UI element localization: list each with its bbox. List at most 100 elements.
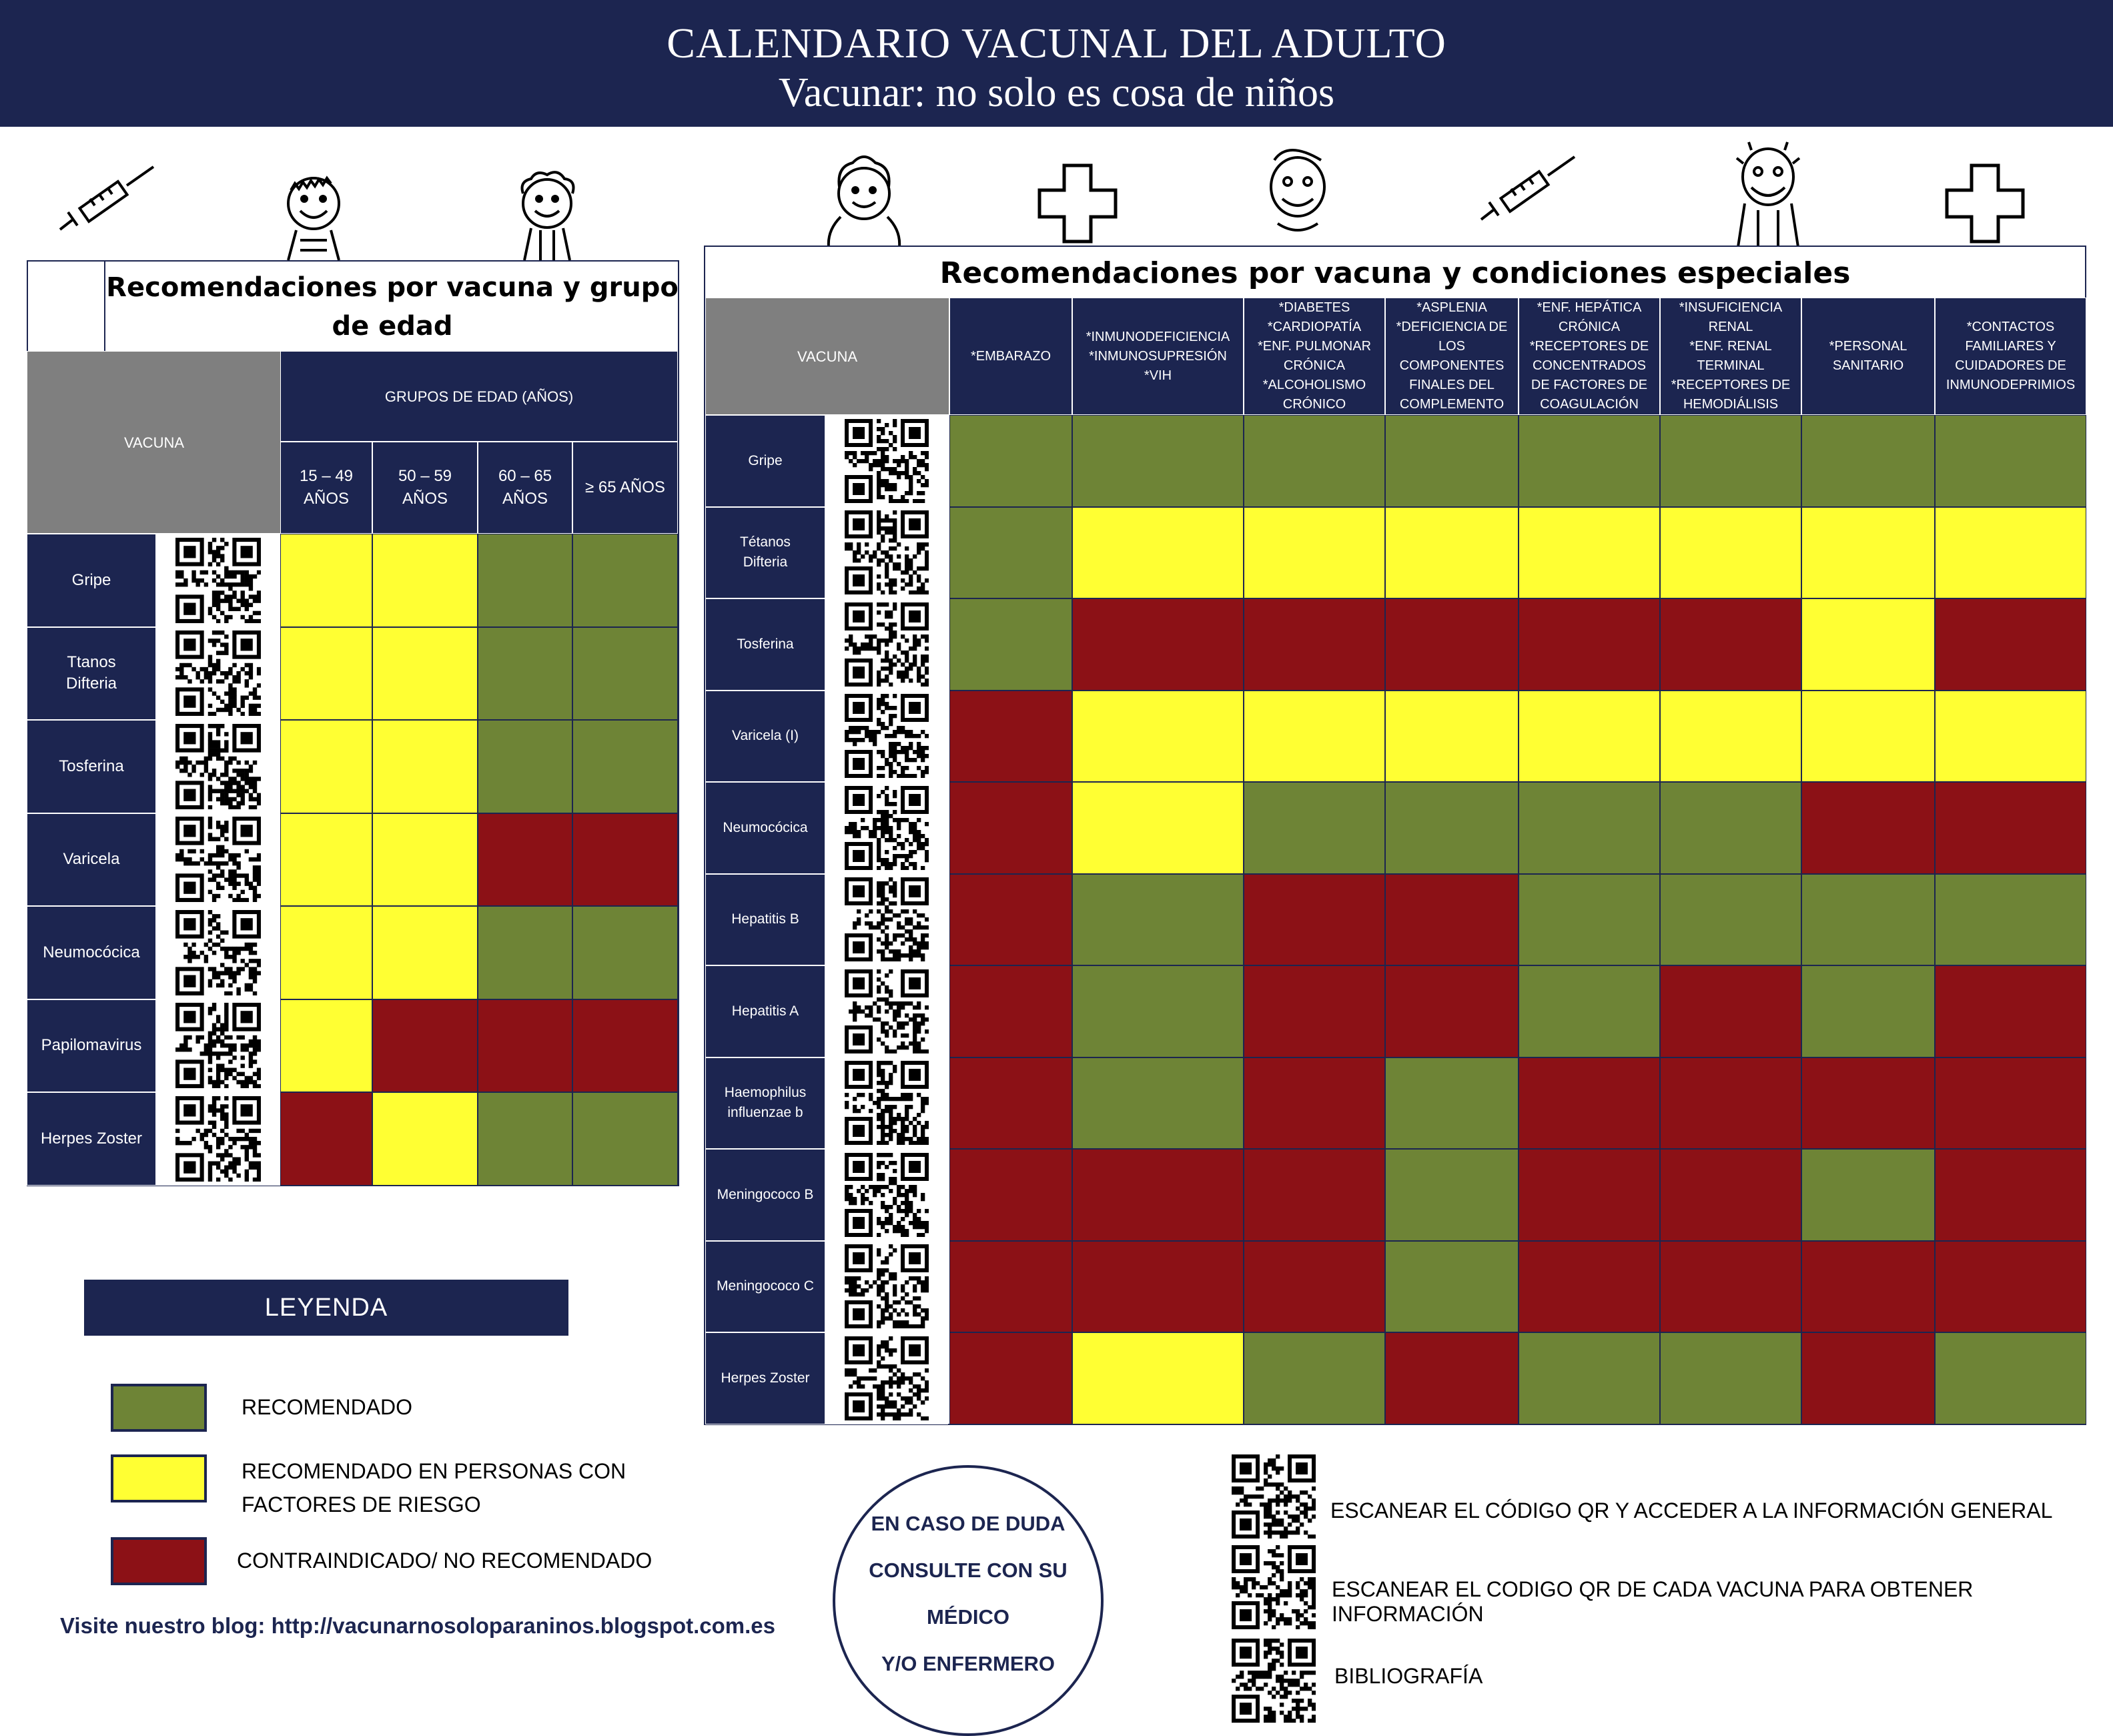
syringe-icon-2 [1480, 155, 1576, 221]
cond-cell-risk [1801, 690, 1935, 782]
age-cell-risk [280, 999, 372, 1092]
cond-row-label: Herpes Zoster [705, 1332, 825, 1424]
qr-info-code-icon-1[interactable] [1232, 1545, 1316, 1629]
age-cell-contraindicated [572, 999, 678, 1092]
cond-cell-recommended [1244, 1332, 1385, 1424]
cond-row-label: Meningococo B [705, 1149, 825, 1241]
age-cell-risk [280, 626, 372, 720]
cond-cell-recommended [1801, 965, 1935, 1057]
cond-cell-recommended [1244, 415, 1385, 507]
legend-title: LEYENDA [84, 1280, 568, 1336]
cond-cell-contraindicated [1935, 1149, 2086, 1241]
cond-cell-risk [1935, 506, 2086, 598]
age-cell-contraindicated [572, 813, 678, 906]
qr-code-icon[interactable] [156, 999, 280, 1092]
cond-cell-contraindicated [949, 782, 1072, 874]
age-col-header-3: ≥ 65 AÑOS [572, 442, 678, 534]
qr-code-icon[interactable] [825, 690, 948, 782]
age-cell-recommended [478, 1092, 572, 1186]
qr-code-icon[interactable] [825, 415, 948, 507]
qr-code-icon[interactable] [825, 506, 948, 598]
age-cell-risk [280, 906, 372, 999]
legend-label-recommended: RECOMENDADO [242, 1395, 413, 1419]
age-cell-risk [372, 720, 478, 813]
age-cell-contraindicated [478, 813, 572, 906]
legend-swatch-risk [111, 1454, 207, 1502]
legend-label-risk: RECOMENDADO EN PERSONAS CON FACTORES DE … [242, 1459, 626, 1516]
cond-cell-recommended [1935, 415, 2086, 507]
cond-cell-contraindicated [1519, 1149, 1660, 1241]
cond-cell-contraindicated [1660, 965, 1801, 1057]
age-cell-contraindicated [280, 1092, 372, 1186]
qr-code-icon[interactable] [825, 1332, 948, 1424]
cond-cell-contraindicated [949, 1240, 1072, 1332]
cond-vacuna-header: VACUNA [705, 298, 949, 415]
qr-code-icon[interactable] [156, 906, 280, 999]
cond-cell-contraindicated [1072, 598, 1244, 691]
cond-cell-risk [1801, 506, 1935, 598]
cond-cell-recommended [1244, 782, 1385, 874]
legend-swatch-recommended [111, 1384, 207, 1432]
cond-cell-risk [1385, 690, 1519, 782]
qr-code-icon[interactable] [825, 873, 948, 965]
qr-code-icon[interactable] [156, 534, 280, 627]
cond-cell-contraindicated [1801, 1240, 1935, 1332]
qr-code-icon[interactable] [156, 1092, 280, 1186]
cond-row-label: Varicela (I) [705, 690, 825, 782]
qr-code-icon[interactable] [825, 965, 948, 1057]
age-col-header-2: 60 – 65 AÑOS [478, 442, 572, 534]
age-cell-recommended [572, 906, 678, 999]
cond-cell-recommended [949, 415, 1072, 507]
cond-cell-risk [1385, 506, 1519, 598]
cond-row-label: Meningococo C [705, 1240, 825, 1332]
cond-cell-contraindicated [949, 1332, 1072, 1424]
qr-code-icon[interactable] [156, 626, 280, 720]
age-cell-recommended [572, 1092, 678, 1186]
age-cell-recommended [478, 720, 572, 813]
cond-cell-recommended [1660, 782, 1801, 874]
medical-cross-icon-2 [1945, 163, 2025, 244]
qr-code-icon[interactable] [825, 782, 948, 874]
cond-cell-contraindicated [1660, 1057, 1801, 1149]
age-row-label: Tosferina [27, 720, 156, 813]
cond-cell-recommended [1660, 415, 1801, 507]
age-row-label: Gripe [27, 534, 156, 627]
cond-cell-risk [1935, 690, 2086, 782]
cond-cell-contraindicated [1244, 1240, 1385, 1332]
blog-link[interactable]: Visite nuestro blog: http://vacunarnosol… [60, 1613, 776, 1638]
cond-row-label: Neumocócica [705, 782, 825, 874]
qr-code-icon[interactable] [825, 1240, 948, 1332]
age-cell-recommended [572, 534, 678, 627]
cond-cell-recommended [1385, 1240, 1519, 1332]
age-group-header: GRUPOS DE EDAD (AÑOS) [280, 351, 678, 442]
doubt-circle: EN CASO DE DUDA CONSULTE CON SU MÉDICO Y… [833, 1465, 1104, 1736]
qr-code-icon[interactable] [156, 813, 280, 906]
age-cell-recommended [478, 906, 572, 999]
cond-cell-contraindicated [1385, 873, 1519, 965]
cond-cell-recommended [1519, 415, 1660, 507]
cond-cell-contraindicated [1660, 1240, 1801, 1332]
age-cell-contraindicated [478, 999, 572, 1092]
cond-cell-contraindicated [1935, 1240, 2086, 1332]
grandpa-face-icon [1270, 149, 1326, 232]
old-man-face-icon [1735, 141, 1801, 247]
age-table-title: Recomendaciones por vacuna y grupo de ed… [106, 272, 679, 342]
qr-info-code-icon-0[interactable] [1232, 1454, 1316, 1539]
qr-code-icon[interactable] [825, 1057, 948, 1149]
cond-cell-contraindicated [1519, 1240, 1660, 1332]
doubt-line-3: MÉDICO [927, 1605, 1009, 1629]
qr-code-icon[interactable] [825, 1149, 948, 1241]
qr-info-code-icon-2[interactable] [1232, 1639, 1316, 1723]
qr-code-icon[interactable] [825, 598, 948, 691]
cond-row-label: Hepatitis B [705, 873, 825, 965]
cond-cell-recommended [1072, 415, 1244, 507]
qr-code-icon[interactable] [156, 720, 280, 813]
age-cell-risk [372, 626, 478, 720]
cond-cell-contraindicated [1935, 965, 2086, 1057]
cond-cell-recommended [1660, 873, 1801, 965]
age-row-label: Neumocócica [27, 906, 156, 999]
cond-cell-contraindicated [1519, 1057, 1660, 1149]
cond-cell-contraindicated [1801, 1057, 1935, 1149]
age-cell-risk [372, 906, 478, 999]
cond-cell-contraindicated [1072, 1240, 1244, 1332]
